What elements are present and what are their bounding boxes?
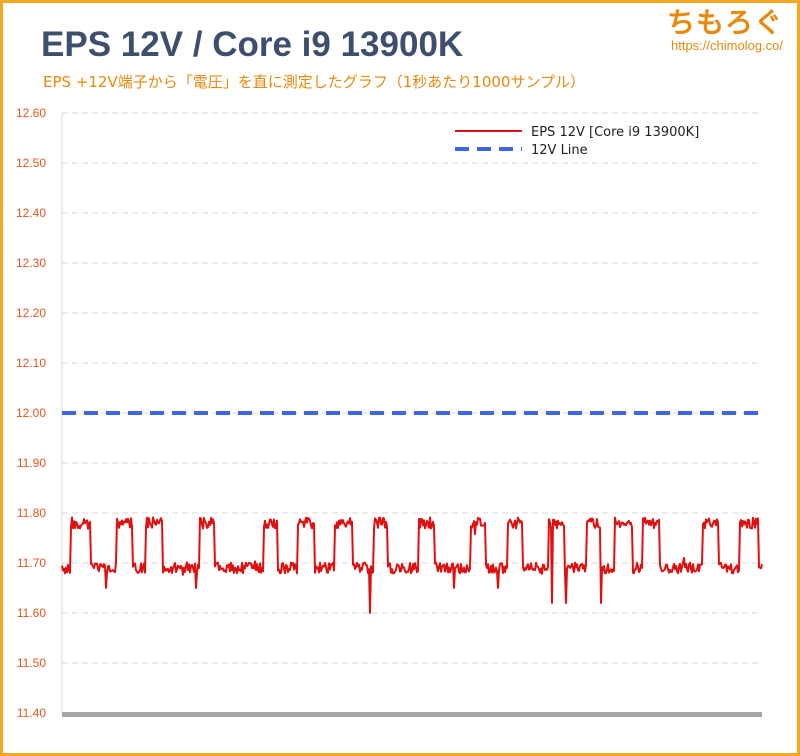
series-layer [61,411,763,614]
y-tick-label: 11.90 [17,456,46,470]
y-tick-label: 11.40 [17,706,46,720]
y-tick-label: 12.00 [16,406,46,420]
y-tick-label: 12.20 [16,306,46,320]
legend-label-12v-line: 12V Line [531,143,588,158]
brand-logo: ちもろぐ [666,6,783,39]
y-tick-label: 12.30 [16,256,46,270]
chart-title: EPS 12V / Core i9 13900K [41,25,464,64]
y-tick-label: 12.50 [16,156,46,170]
grid-lines [61,112,762,717]
legend: EPS 12V [Core i9 13900K] 12V Line [455,125,699,158]
brand-block: ちもろぐ https://chimolog.co/ [667,7,783,53]
brand-url: https://chimolog.co/ [671,38,783,53]
y-tick-label: 12.60 [16,106,46,120]
y-tick-label: 11.80 [17,506,46,520]
series-line-eps-12v [61,516,763,614]
y-tick-label: 12.10 [16,356,46,370]
y-tick-label: 11.60 [17,606,46,620]
y-tick-label: 11.50 [17,656,46,670]
y-tick-label: 12.40 [16,206,46,220]
y-tick-label: 11.70 [17,556,46,570]
x-axis-baseline [62,712,762,717]
legend-label-voltage: EPS 12V [Core i9 13900K] [531,125,699,140]
y-axis-ticks: 12.60 12.50 12.40 12.30 12.20 12.10 12.00 11.90… [16,106,46,720]
chart-subtitle: EPS +12V端子から「電圧」を直に測定したグラフ（1秒あたり1000サンプル… [43,73,585,91]
